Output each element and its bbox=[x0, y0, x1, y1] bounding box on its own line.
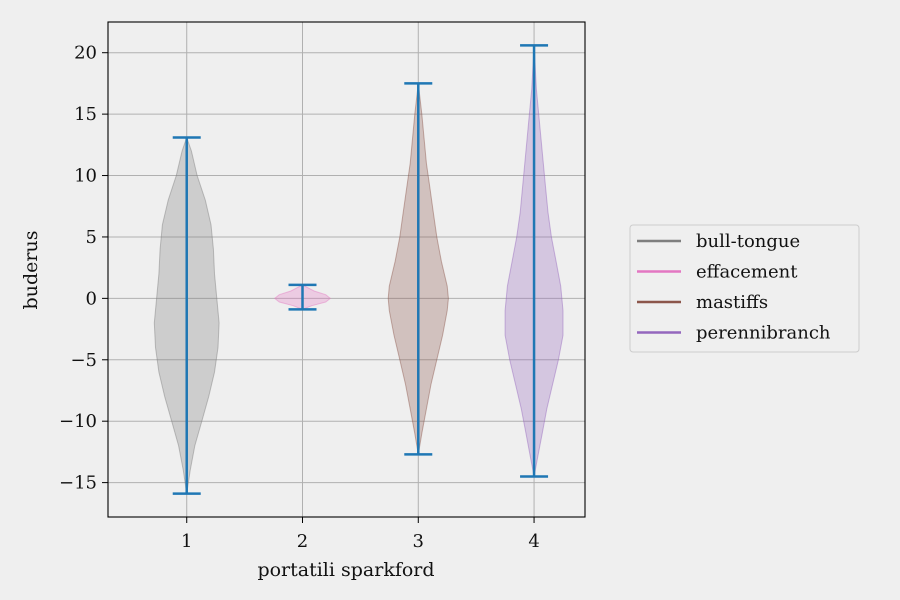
y-tick-label-2: −5 bbox=[70, 350, 97, 371]
y-axis-ticks: −15 −10 −5 0 5 10 15 20 bbox=[59, 43, 108, 494]
plot-frame bbox=[107, 21, 586, 518]
y-tick-label-3: 0 bbox=[86, 288, 97, 309]
y-tick-label-5: 10 bbox=[74, 166, 97, 187]
y-tick-label-4: 5 bbox=[86, 227, 97, 248]
legend-label-bull-tongue: bull-tongue bbox=[696, 231, 800, 252]
x-axis-ticks: 1 2 3 4 bbox=[181, 517, 540, 552]
y-tick-label-0: −15 bbox=[59, 473, 97, 494]
y-tick-label-7: 20 bbox=[74, 43, 97, 64]
legend-frame bbox=[629, 224, 860, 353]
violins bbox=[153, 44, 564, 495]
x-tick-label-0: 1 bbox=[181, 531, 192, 552]
x-tick-label-3: 4 bbox=[528, 531, 539, 552]
legend-label-perennibranch: perennibranch bbox=[696, 323, 831, 344]
legend-label-mastiffs: mastiffs bbox=[696, 292, 768, 313]
y-tick-label-1: −10 bbox=[59, 411, 97, 432]
x-tick-label-1: 2 bbox=[297, 531, 308, 552]
legend: bull-tongue effacement mastiffs perennibran… bbox=[629, 224, 860, 353]
x-axis-label: portatili sparkford bbox=[257, 559, 434, 581]
x-tick-label-2: 3 bbox=[413, 531, 424, 552]
y-axis-label: buderus bbox=[20, 231, 42, 310]
y-tick-label-6: 15 bbox=[74, 104, 97, 125]
legend-label-effacement: effacement bbox=[696, 262, 798, 283]
